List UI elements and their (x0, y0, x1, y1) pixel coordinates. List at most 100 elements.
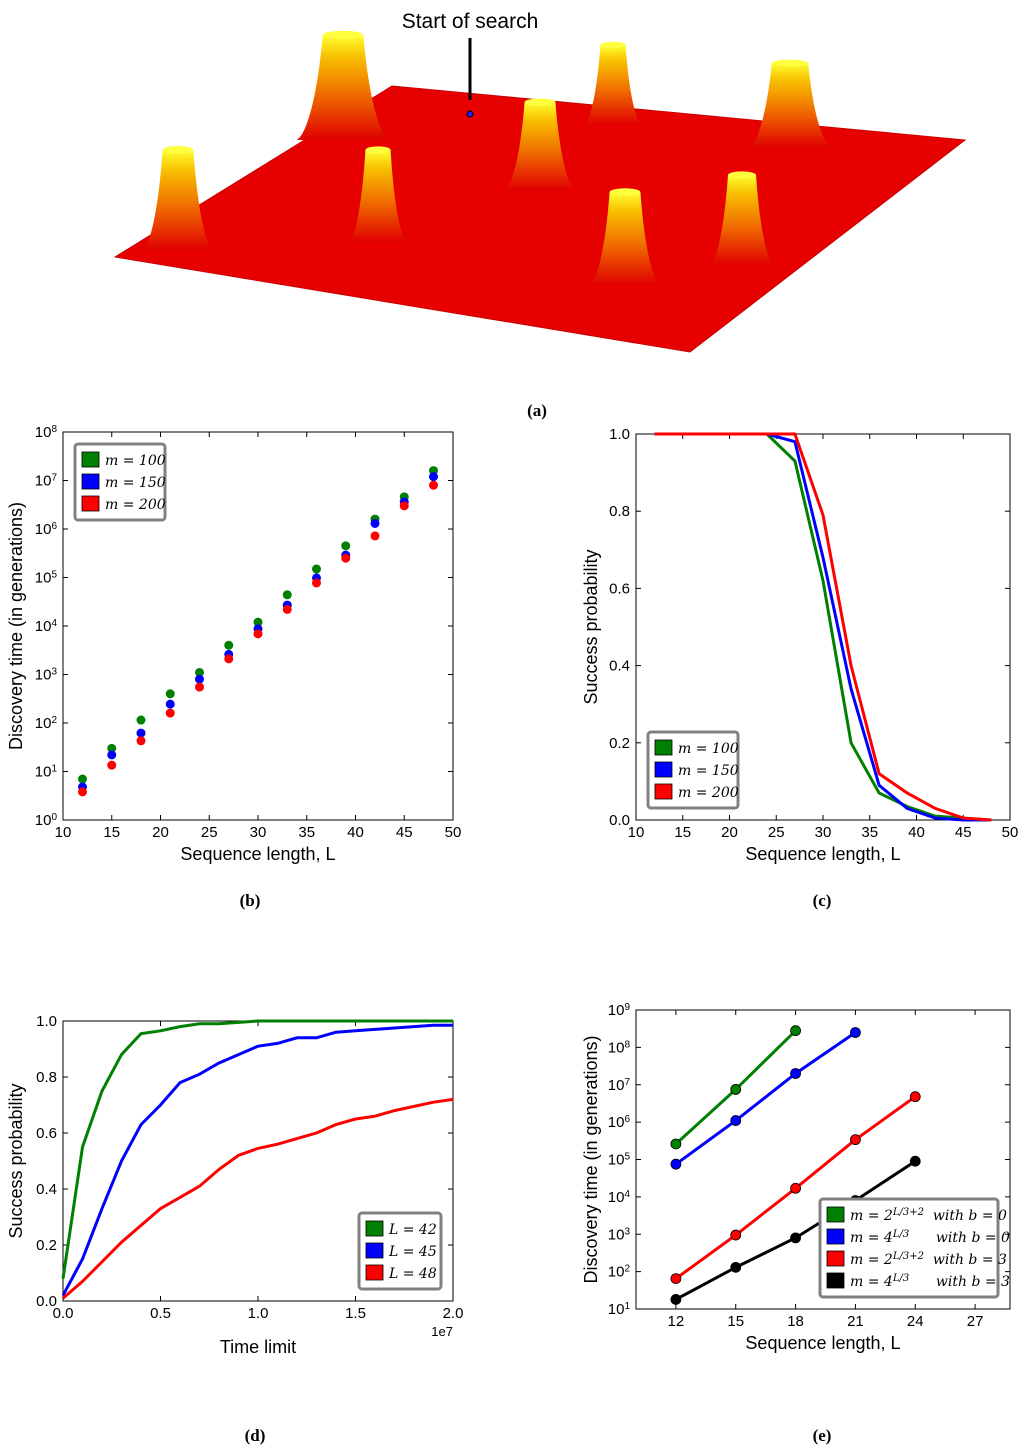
data-point (370, 531, 380, 541)
series-line (61, 1023, 453, 1297)
x-tick-label: 40 (347, 824, 364, 841)
x-tick-label: 18 (787, 1313, 804, 1330)
x-tick-label: 21 (847, 1313, 864, 1330)
data-point (78, 787, 87, 797)
chart: 12 15 18 21 24 27 101 102 103 104 105 106 107 108 109 S… (581, 1002, 1011, 1445)
panel-label: (a) (527, 401, 547, 420)
x-tick-label: 20 (721, 824, 738, 841)
data-point (790, 1182, 801, 1194)
data-point (370, 518, 380, 528)
panel-label: (e) (813, 1426, 832, 1445)
data-point (195, 682, 204, 692)
data-point (909, 1155, 921, 1167)
data-point (78, 774, 87, 784)
data-point (312, 578, 321, 588)
panel-label: (c) (813, 891, 832, 910)
chart: 0.0 0.5 1.0 1.5 2.0 0.0 0.2 0.4 0.6 0.8 1.0 Time li… (6, 1013, 463, 1445)
y-tick-label: 104 (35, 618, 58, 636)
series-line (675, 1031, 857, 1166)
data-point (136, 728, 146, 738)
data-point (165, 689, 175, 699)
y-tick-label: 0.8 (36, 1069, 57, 1086)
y-tick-label: 103 (35, 666, 58, 684)
y-axis-label: Success probability (6, 1083, 26, 1238)
x-tick-label: 45 (955, 824, 972, 841)
legend-swatch (654, 739, 673, 756)
y-tick-label: 106 (608, 1114, 631, 1132)
y-axis-label: Discovery time (in generations) (581, 1035, 601, 1283)
panel-label: (b) (240, 891, 261, 910)
data-point (107, 760, 117, 770)
y-tick-label: 0.2 (609, 735, 630, 752)
x-offset-label: 1e7 (431, 1324, 453, 1339)
y-tick-label: 101 (608, 1301, 631, 1319)
legend-label: m = 2L/3+2 with b = 0 (850, 1207, 1007, 1225)
legend-swatch (826, 1250, 845, 1267)
legend-label: L = 45 (388, 1244, 437, 1260)
y-tick-label: 0.4 (609, 658, 630, 675)
data-point (670, 1158, 682, 1170)
legend-label: m = 150 (105, 475, 166, 491)
legend-label: m = 2L/3+2 with b = 3 (850, 1251, 1007, 1269)
data-point (670, 1294, 682, 1305)
legend-label: m = 100 (678, 741, 739, 757)
y-tick-label: 0.2 (36, 1237, 57, 1254)
data-point (136, 736, 146, 746)
y-axis-label: Discovery time (in generations) (6, 502, 26, 750)
y-tick-label: 0.0 (36, 1293, 57, 1310)
y-tick-label: 0.0 (609, 812, 630, 829)
legend-swatch (654, 761, 673, 778)
x-tick-label: 50 (1002, 824, 1019, 841)
y-tick-label: 108 (35, 424, 58, 442)
x-tick-label: 15 (727, 1313, 744, 1330)
data-point (730, 1115, 742, 1126)
y-tick-label: 107 (35, 472, 58, 490)
data-point (282, 590, 292, 600)
x-tick-label: 24 (907, 1313, 924, 1330)
data-point (253, 617, 263, 627)
y-tick-label: 0.6 (36, 1125, 57, 1142)
y-tick-label: 102 (35, 715, 58, 733)
data-point (312, 564, 321, 574)
x-tick-label: 35 (861, 824, 878, 841)
x-tick-label: 1.0 (248, 1305, 269, 1322)
legend-label: m = 4L/3 with b = 0 (850, 1229, 1010, 1247)
y-tick-label: 107 (608, 1076, 631, 1094)
legend-label: m = 150 (678, 763, 739, 779)
landscape: Start of search (a) (113, 10, 967, 420)
y-tick-label: 105 (35, 569, 58, 587)
y-tick-label: 109 (608, 1002, 631, 1020)
data-point (165, 699, 175, 709)
legend-swatch (365, 1220, 384, 1237)
x-tick-label: 1.5 (345, 1305, 366, 1322)
data-point (850, 1134, 861, 1146)
data-point (165, 708, 175, 718)
y-tick-label: 102 (608, 1263, 631, 1281)
data-point (790, 1232, 801, 1244)
data-point (909, 1091, 921, 1103)
legend-label: L = 42 (388, 1222, 437, 1238)
x-tick-label: 40 (908, 824, 925, 841)
data-point (730, 1261, 742, 1273)
y-axis-label: Success probability (581, 549, 601, 704)
legend-label: L = 48 (388, 1266, 437, 1282)
y-tick-label: 1.0 (609, 426, 630, 443)
series-line (61, 1019, 453, 1279)
y-tick-label: 103 (608, 1226, 631, 1244)
data-point (429, 480, 438, 490)
legend-label: m = 200 (678, 785, 739, 801)
x-tick-label: 27 (967, 1313, 984, 1330)
annotation: Start of search (402, 10, 539, 33)
legend-label: m = 200 (105, 497, 166, 513)
data-point (730, 1229, 742, 1241)
legend-swatch (826, 1206, 845, 1223)
x-tick-label: 20 (152, 824, 169, 841)
y-tick-label: 105 (608, 1151, 631, 1169)
x-tick-label: 10 (55, 824, 72, 841)
legend-swatch (81, 495, 100, 512)
y-tick-label: 104 (608, 1188, 631, 1206)
data-point (195, 674, 204, 684)
data-point (107, 750, 117, 760)
data-point (282, 604, 292, 614)
